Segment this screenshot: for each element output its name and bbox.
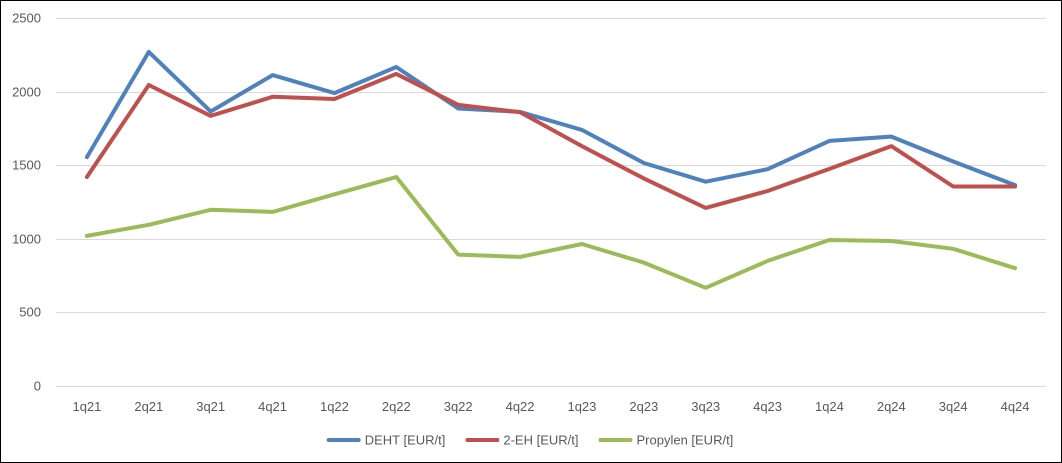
series-line-1 bbox=[84, 49, 1018, 188]
y-tick-label: 500 bbox=[19, 305, 41, 320]
x-tick-label: 4q24 bbox=[1001, 399, 1030, 414]
series-line-2 bbox=[84, 71, 1018, 210]
gridlines bbox=[56, 18, 1046, 387]
series-lines bbox=[84, 49, 1018, 290]
legend-label: Propylen [EUR/t] bbox=[636, 433, 733, 448]
legend-item: DEHT [EUR/t] bbox=[326, 433, 446, 448]
x-tick-label: 1q21 bbox=[72, 399, 101, 414]
series-line-3 bbox=[84, 175, 1018, 290]
legend-label: DEHT [EUR/t] bbox=[365, 433, 446, 448]
x-tick-label: 1q22 bbox=[320, 399, 349, 414]
x-tick-label: 2q23 bbox=[629, 399, 658, 414]
x-tick-label: 3q22 bbox=[444, 399, 473, 414]
y-tick-label: 1000 bbox=[12, 232, 41, 247]
x-tick-label: 3q24 bbox=[939, 399, 968, 414]
x-tick-label: 4q21 bbox=[258, 399, 287, 414]
legend-label: 2-EH [EUR/t] bbox=[503, 433, 578, 448]
x-tick-label: 4q23 bbox=[753, 399, 782, 414]
y-tick-label: 2000 bbox=[12, 85, 41, 100]
y-tick-label: 2500 bbox=[12, 11, 41, 26]
x-tick-label: 1q23 bbox=[567, 399, 596, 414]
x-axis-tick-labels: 1q21 2q21 3q21 4q21 1q22 2q22 3q22 4q22 1q23 2q23… bbox=[72, 399, 1029, 414]
x-tick-label: 2q24 bbox=[877, 399, 906, 414]
y-tick-label: 1500 bbox=[12, 158, 41, 173]
x-tick-label: 2q22 bbox=[382, 399, 411, 414]
legend-item: 2-EH [EUR/t] bbox=[465, 433, 578, 448]
x-tick-label: 2q21 bbox=[134, 399, 163, 414]
x-tick-label: 1q24 bbox=[815, 399, 844, 414]
x-tick-label: 3q23 bbox=[691, 399, 720, 414]
y-tick-label: 0 bbox=[34, 379, 41, 394]
x-tick-label: 4q22 bbox=[506, 399, 535, 414]
legend: DEHT [EUR/t] 2-EH [EUR/t] Propylen [EUR/t] bbox=[326, 433, 733, 448]
x-tick-label: 3q21 bbox=[196, 399, 225, 414]
legend-item: Propylen [EUR/t] bbox=[598, 433, 733, 448]
y-axis-tick-labels: 0 500 1000 1500 2000 2500 bbox=[12, 11, 41, 394]
